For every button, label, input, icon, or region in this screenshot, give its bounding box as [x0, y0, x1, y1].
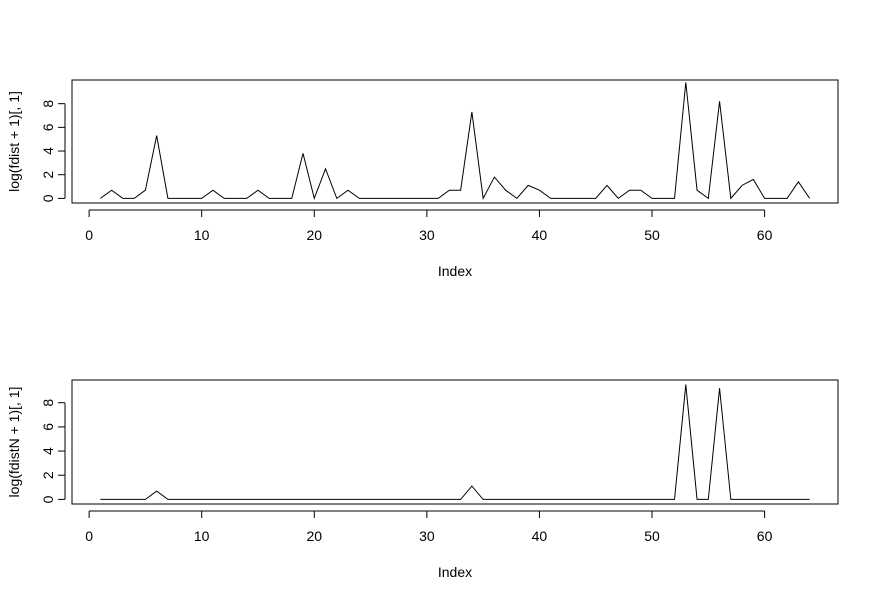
x-tick-label: 60 [757, 227, 773, 243]
x-tick-label: 60 [757, 528, 773, 544]
y-axis-label: log(fdist + 1)[, 1] [6, 91, 22, 192]
x-tick-label: 20 [306, 227, 322, 243]
y-tick-label: 4 [40, 147, 56, 155]
y-tick-label: 0 [40, 194, 56, 202]
x-axis-label: Index [438, 263, 472, 279]
y-tick-label: 0 [40, 495, 56, 503]
data-line [100, 384, 810, 500]
x-tick-label: 50 [644, 227, 660, 243]
y-tick-label: 6 [40, 123, 56, 131]
x-tick-label: 30 [419, 227, 435, 243]
y-tick-label: 8 [40, 100, 56, 108]
x-tick-label: 0 [85, 528, 93, 544]
x-axis-label: Index [438, 564, 472, 580]
y-tick-label: 8 [40, 399, 56, 407]
plot-box [71, 79, 839, 204]
x-tick-label: 20 [306, 528, 322, 544]
x-tick-label: 40 [532, 227, 548, 243]
x-tick-label: 50 [644, 528, 660, 544]
x-tick-label: 10 [194, 528, 210, 544]
x-tick-label: 0 [85, 227, 93, 243]
y-tick-label: 2 [40, 171, 56, 179]
y-axis-label: log(fdistN + 1)[, 1] [6, 387, 22, 498]
x-tick-label: 10 [194, 227, 210, 243]
data-line [100, 82, 811, 201]
y-tick-label: 6 [40, 423, 56, 431]
x-tick-label: 40 [532, 528, 548, 544]
plot-box [71, 379, 839, 505]
y-tick-label: 2 [40, 471, 56, 479]
x-tick-label: 30 [419, 528, 435, 544]
y-tick-label: 4 [40, 447, 56, 455]
